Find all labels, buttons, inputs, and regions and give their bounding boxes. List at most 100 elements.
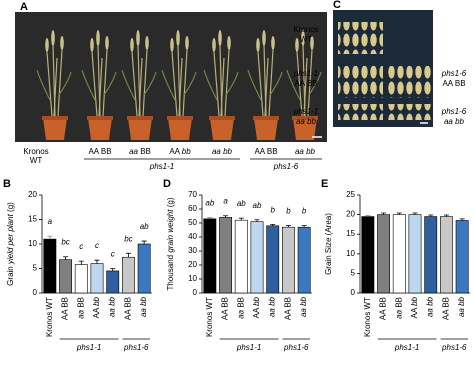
y-axis-label: Grain Size (Area) (324, 213, 333, 275)
y-tick-label: 10 (346, 249, 355, 258)
y-tick-label: 5 (351, 269, 356, 278)
group-label: phs1-1 (236, 343, 261, 352)
grain-label: AA BB (294, 79, 317, 88)
x-tick-label: AA bb (92, 296, 101, 318)
grain-label: phs1-1 (293, 69, 318, 78)
error-bar (141, 240, 147, 244)
x-tick-label: aa BB (394, 297, 403, 319)
error-bar (381, 212, 387, 215)
y-tick-label: 20 (346, 210, 355, 219)
x-tick-label: aa bb (299, 296, 308, 317)
significance-letter: ab (237, 199, 246, 208)
group-label: phs1-6 (123, 343, 149, 352)
x-tick-label: AA BB (124, 297, 133, 320)
panel-letter: C (333, 0, 341, 11)
error-bar (365, 214, 371, 217)
significance-letter: c (95, 241, 99, 250)
grain-label: phs1-1 (293, 107, 318, 116)
grain-rows (338, 22, 431, 120)
group-label: phs1-6 (283, 343, 309, 352)
group-label: phs1-6 (273, 162, 299, 171)
bar (266, 225, 280, 294)
bar (219, 217, 232, 294)
grain-label: AA BB (442, 79, 465, 88)
significance-letter: b (270, 206, 275, 215)
error-bar (285, 225, 291, 228)
x-tick-label: AA BB (221, 297, 230, 320)
y-tick-label: 0 (351, 288, 356, 297)
photo-label: aa BB (129, 147, 151, 156)
y-tick-label: 40 (188, 232, 197, 241)
significance-letter: c (79, 242, 83, 251)
bar (297, 226, 311, 294)
error-bar (63, 256, 69, 260)
significance-letter: bc (61, 238, 69, 247)
error-bar (125, 252, 131, 258)
significance-letter: ab (140, 222, 149, 231)
bar (250, 221, 264, 294)
group-label: phs1-1 (149, 162, 174, 171)
error-bar (428, 214, 434, 217)
y-tick-label: 20 (28, 190, 37, 199)
panel-letter: E (321, 178, 328, 190)
x-tick-label: aa BB (76, 297, 85, 319)
significance-letter: c (111, 250, 115, 259)
x-tick-label: AA BB (442, 297, 451, 320)
group-label: phs1-1 (76, 343, 101, 352)
photo-label: aa bb (295, 147, 316, 156)
x-tick-label: aa bb (268, 296, 277, 317)
error-bar (443, 214, 449, 217)
photo-label: WT (30, 156, 43, 165)
bar (59, 259, 72, 294)
group-label: phs1-1 (394, 343, 419, 352)
error-bar (396, 212, 402, 215)
bar (203, 218, 217, 294)
error-bar (78, 260, 84, 265)
x-tick-label: aa BB (236, 297, 245, 319)
y-tick-label: 10 (28, 239, 37, 248)
panel-letter: B (3, 178, 11, 190)
bar (74, 264, 88, 294)
y-tick-label: 30 (188, 246, 197, 255)
y-tick-label: 70 (188, 190, 197, 199)
grain-label: phs1-6 (441, 69, 467, 78)
y-axis-label: Thousand grain weight (g) (166, 197, 175, 290)
bar (106, 270, 120, 294)
error-bar (223, 215, 229, 218)
y-tick-label: 50 (188, 218, 197, 227)
y-tick-label: 5 (33, 264, 38, 273)
photo-label: AA BB (88, 147, 111, 156)
x-tick-label: AA BB (61, 297, 70, 320)
x-tick-label: AA bb (252, 296, 261, 318)
y-tick-label: 15 (28, 215, 37, 224)
error-bar (412, 212, 418, 215)
x-tick-label: aa bb (108, 296, 117, 317)
grain-label: phs1-6 (441, 107, 467, 116)
bar (392, 214, 406, 294)
group-label: phs1-6 (441, 343, 467, 352)
bar (439, 216, 453, 294)
error-bar (238, 217, 244, 221)
x-tick-label: Kronos WT (363, 297, 372, 337)
x-tick-label: AA BB (284, 297, 293, 320)
bar (455, 220, 469, 294)
x-tick-label: aa bb (139, 296, 148, 317)
significance-letter: ab (253, 201, 262, 210)
significance-letter: a (223, 197, 228, 206)
significance-letter: b (286, 207, 291, 216)
y-tick-label: 25 (346, 190, 355, 199)
grain-label: aa bb (296, 117, 317, 126)
error-bar (94, 259, 100, 264)
error-bar (301, 225, 307, 228)
x-tick-label: AA BB (379, 297, 388, 320)
significance-letter: ab (205, 199, 214, 208)
significance-letter: bc (124, 234, 132, 243)
error-bar (254, 219, 260, 222)
error-bar (207, 217, 213, 219)
x-tick-label: aa bb (426, 296, 435, 317)
y-tick-label: 0 (33, 288, 38, 297)
x-tick-label: Kronos WT (45, 297, 54, 337)
y-tick-label: 15 (346, 229, 355, 238)
photo-label: AA bb (169, 147, 191, 156)
photo-label: Kronos (23, 147, 48, 156)
